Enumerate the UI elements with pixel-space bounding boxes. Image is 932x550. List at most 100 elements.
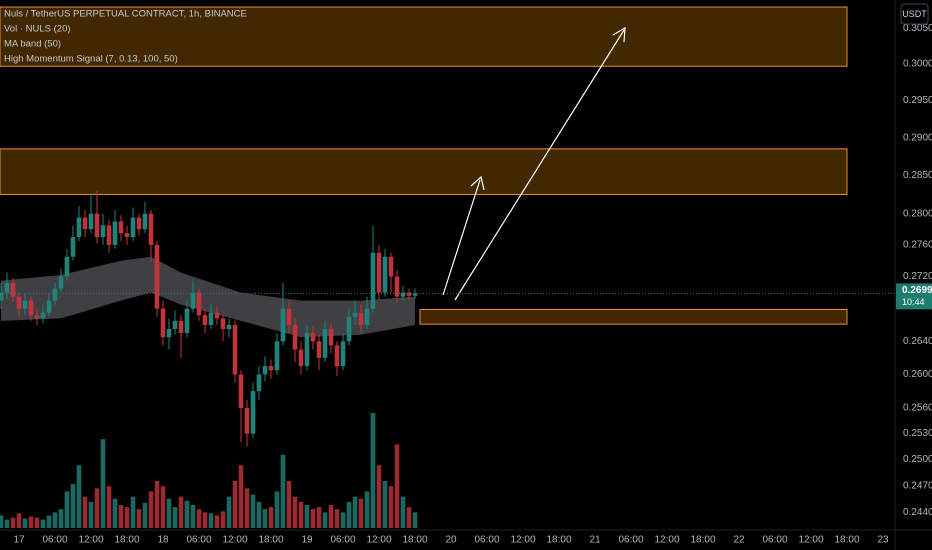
x-tick-label: 18:00 <box>114 535 139 546</box>
zone <box>0 148 848 195</box>
volume-bar <box>250 494 256 528</box>
y-tick-label: 0.2470 <box>903 480 932 491</box>
candle-body <box>280 308 286 342</box>
x-tick-label: 18:00 <box>546 535 571 546</box>
volume-bar <box>364 491 370 528</box>
ma-band <box>1 256 415 338</box>
candle-body <box>64 256 70 277</box>
candle-body <box>412 293 418 296</box>
candle-body <box>394 276 400 297</box>
candle-body <box>202 315 208 325</box>
candle-body <box>268 366 274 371</box>
y-tick-label: 0.2800 <box>903 208 932 219</box>
candle-body <box>262 366 268 375</box>
indicator-label: Vol · NULS (20) <box>4 24 71 35</box>
x-tick-label: 18:00 <box>834 535 859 546</box>
volume-bar <box>82 496 88 528</box>
x-tick-label: 06:00 <box>186 535 211 546</box>
x-tick-label: 12:00 <box>366 535 391 546</box>
candle-body <box>106 225 112 245</box>
candle-body <box>178 320 184 334</box>
volume-bar <box>226 496 232 528</box>
candle-body <box>94 213 100 238</box>
volume-bar <box>106 486 112 528</box>
x-tick-label: 18:00 <box>258 535 283 546</box>
volume-bar <box>0 515 4 528</box>
candle-body <box>124 233 130 238</box>
candle-body <box>40 312 46 319</box>
candle-body <box>358 312 364 325</box>
volume-bar <box>166 498 172 528</box>
candle-body <box>292 324 298 350</box>
volume-bar <box>394 444 400 528</box>
volume-bar <box>100 439 106 528</box>
candle-body <box>10 282 16 297</box>
y-tick-label: 0.2640 <box>903 336 932 347</box>
candle-body <box>76 217 82 238</box>
volume-bar <box>232 480 238 528</box>
candle-body <box>376 252 382 293</box>
volume-bar <box>28 516 34 528</box>
currency-label[interactable]: USDT <box>902 9 927 19</box>
candle-body <box>232 324 238 375</box>
y-tick-label: 0.2720 <box>903 271 932 282</box>
y-tick-label: 0.2760 <box>903 240 932 251</box>
candle-body <box>112 221 118 245</box>
currency-button[interactable] <box>900 3 929 25</box>
candle-body <box>166 329 172 338</box>
candle-body <box>340 341 346 367</box>
candle-body <box>304 333 310 367</box>
volume-bar <box>184 500 190 528</box>
candle-body <box>400 292 406 297</box>
volume-bar <box>382 480 388 528</box>
candle-body <box>334 345 340 367</box>
volume-bar <box>238 465 244 528</box>
volume-bar <box>340 512 346 528</box>
candle-body <box>136 217 142 230</box>
volume-bar <box>352 496 358 528</box>
candle-body <box>142 213 148 230</box>
volume-bar <box>286 480 292 528</box>
volume-bar <box>70 484 76 528</box>
volume-bar <box>46 515 52 528</box>
last-price-box <box>896 283 932 310</box>
candle-body <box>148 213 154 245</box>
candle-body <box>22 300 28 309</box>
x-tick-label: 12:00 <box>654 535 679 546</box>
zone <box>419 309 848 325</box>
volume-bar <box>346 501 352 528</box>
last-price-label: 0.2699 <box>902 285 932 296</box>
arrow-head <box>612 26 626 43</box>
candle-body <box>328 329 334 346</box>
x-tick-label: 23 <box>877 535 889 546</box>
y-tick-label: 0.2440 <box>903 507 932 518</box>
x-tick-label: 20 <box>445 535 457 546</box>
candle-body <box>298 349 304 367</box>
volume-bar <box>112 498 118 528</box>
volume-bar <box>388 486 394 528</box>
y-tick-label: 0.2900 <box>903 132 932 143</box>
candle-body <box>0 292 4 301</box>
volume-bar <box>58 509 64 528</box>
candle-body <box>406 292 412 296</box>
x-tick-label: 12:00 <box>78 535 103 546</box>
volume-bar <box>202 512 208 528</box>
indicator-label: MA band (50) <box>4 39 61 50</box>
volume-bar <box>316 507 322 528</box>
volume-bar <box>412 512 418 528</box>
candle-body <box>370 252 376 309</box>
candle-body <box>190 292 196 309</box>
arrow <box>442 179 481 296</box>
x-tick-label: 12:00 <box>510 535 535 546</box>
x-tick-label: 12:00 <box>798 535 823 546</box>
y-tick-label: 0.2560 <box>903 403 932 414</box>
arrows <box>442 26 626 301</box>
candle-body <box>238 374 244 409</box>
y-tick-label: 0.2850 <box>903 170 932 181</box>
volume-bar <box>220 511 226 528</box>
candle-body <box>160 308 166 338</box>
candle-body <box>34 315 40 319</box>
x-tick-label: 06:00 <box>330 535 355 546</box>
indicator-label: High Momentum Signal (7, 0.13, 100, 50) <box>4 54 178 65</box>
